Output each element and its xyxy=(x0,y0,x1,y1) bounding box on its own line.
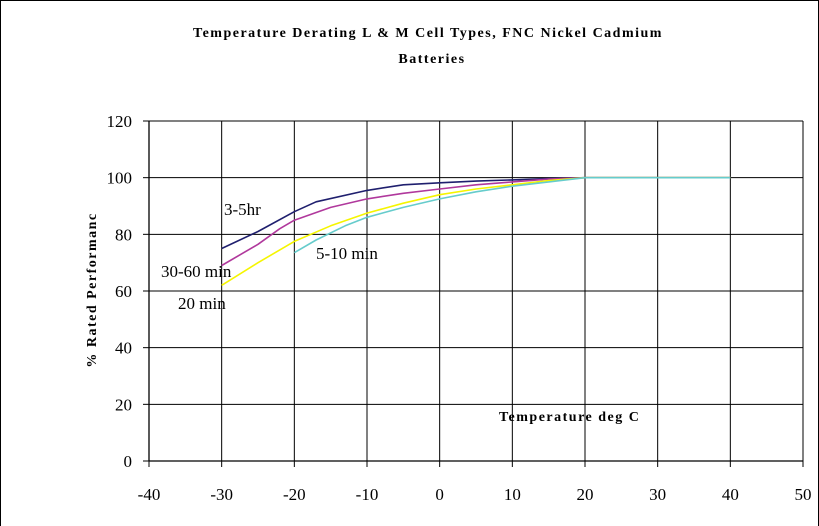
x-tick-label-1: -30 xyxy=(210,485,233,504)
x-axis-label: Temperature deg C xyxy=(499,410,640,425)
series-label-20-min: 20 min xyxy=(178,294,226,313)
x-tick-label-9: 50 xyxy=(795,485,812,504)
series-label-5-10-min: 5-10 min xyxy=(316,244,378,263)
chart-title-line1: Temperature Derating L & M Cell Types, F… xyxy=(193,26,663,41)
y-tick-label-2: 40 xyxy=(115,339,132,358)
y-tick-label-3: 60 xyxy=(115,282,132,301)
y-tick-label-1: 20 xyxy=(115,395,132,414)
axes xyxy=(143,120,804,467)
series-label-3-5hr: 3-5hr xyxy=(224,200,261,219)
x-tick-label-5: 10 xyxy=(504,485,521,504)
y-tick-label-6: 120 xyxy=(107,112,133,131)
y-tick-label-4: 80 xyxy=(115,225,132,244)
series-lines xyxy=(221,176,731,286)
series-line-1 xyxy=(221,176,731,267)
y-tick-label-0: 0 xyxy=(124,452,133,471)
x-tick-label-0: -40 xyxy=(138,485,161,504)
y-tick-label-5: 100 xyxy=(107,169,133,188)
y-axis-label: % Rated Performanc xyxy=(85,212,100,367)
x-tick-label-8: 40 xyxy=(722,485,739,504)
x-tick-label-7: 30 xyxy=(649,485,666,504)
x-tick-label-6: 20 xyxy=(577,485,594,504)
x-tick-label-2: -20 xyxy=(283,485,306,504)
x-tick-label-3: -10 xyxy=(356,485,379,504)
x-tick-label-4: 0 xyxy=(435,485,444,504)
series-line-3 xyxy=(293,176,731,254)
chart-title-line2: Batteries xyxy=(398,52,465,67)
tick-labels: -40 -30 -20 -10 0 10 20 30 40 50 0 20 40 60 80 100 120 xyxy=(107,112,812,504)
series-label-30-60-min: 30-60 min xyxy=(161,262,232,281)
series-line-2 xyxy=(221,176,731,286)
grid-lines xyxy=(148,120,804,462)
